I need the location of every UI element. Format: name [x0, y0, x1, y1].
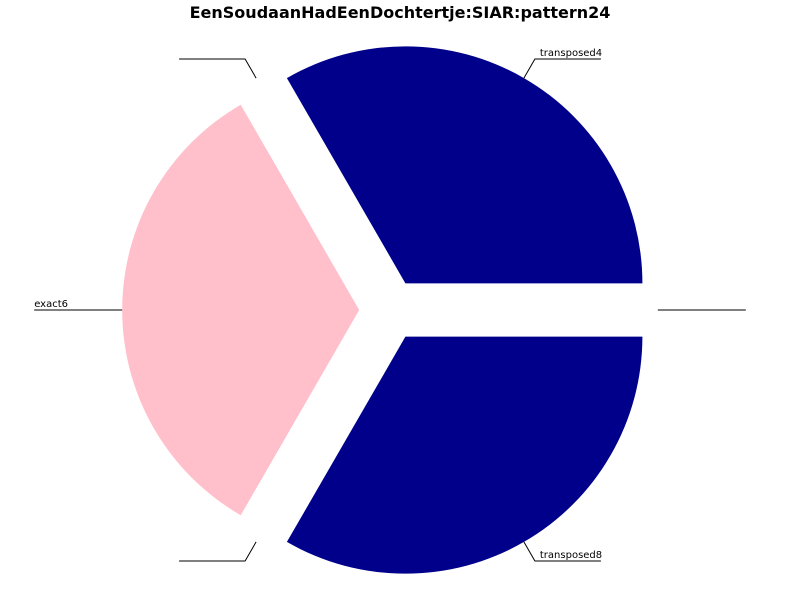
pie-slice-4: [286, 336, 643, 574]
slice-label-4: transposed8: [540, 550, 602, 561]
slice-label-0: transposed4: [540, 48, 602, 59]
leader-line-3: [179, 541, 257, 562]
chart-title: EenSoudaanHadEenDochtertje:SIAR:pattern2…: [189, 3, 611, 22]
leader-line-0: [523, 58, 601, 79]
leader-line-4: [523, 541, 601, 562]
pie-slice-0: [286, 46, 643, 284]
pie-slice-2: [122, 104, 360, 516]
leader-line-1: [179, 58, 257, 79]
slice-label-2: exact6: [34, 299, 68, 310]
